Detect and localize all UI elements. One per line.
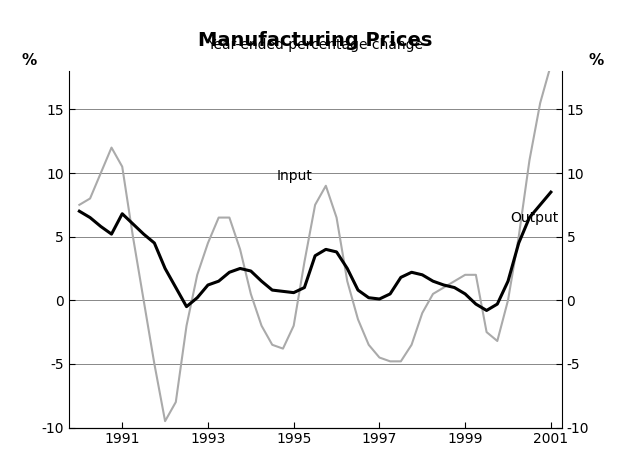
- Text: Year-ended percentage change: Year-ended percentage change: [207, 38, 423, 52]
- Text: Output: Output: [510, 210, 558, 225]
- Text: %: %: [22, 53, 37, 68]
- Text: %: %: [588, 53, 604, 68]
- Title: Manufacturing Prices: Manufacturing Prices: [198, 31, 432, 50]
- Text: Input: Input: [276, 169, 313, 183]
